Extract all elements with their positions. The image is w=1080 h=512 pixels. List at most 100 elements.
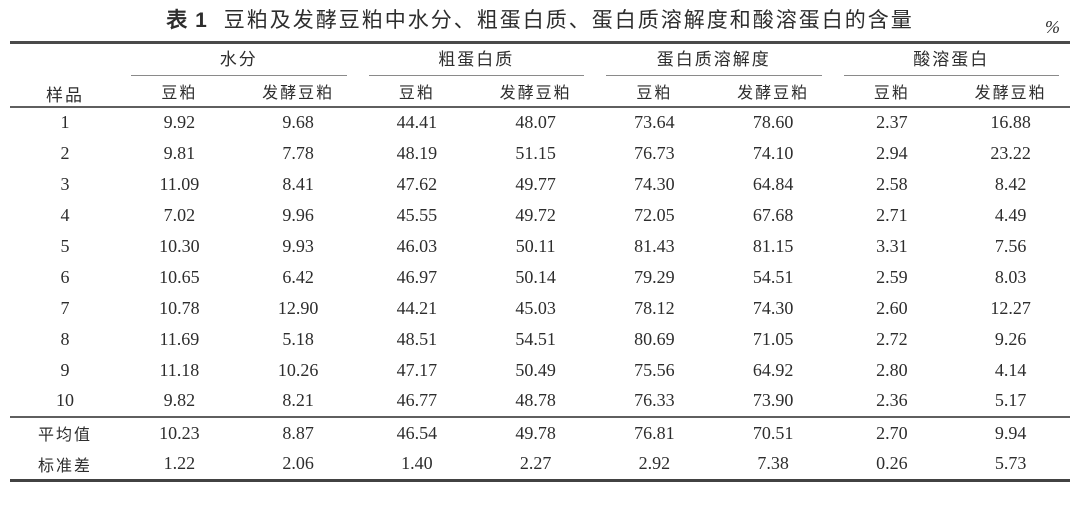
value-cell: 70.51 — [713, 415, 833, 449]
value-cell: 6.42 — [282, 266, 314, 287]
table-row: 4 7.02 9.96 45.55 49.72 72.05 67.68 2.71… — [10, 200, 1070, 231]
value-cell: 0.26 — [876, 453, 908, 474]
value-cell: 2.58 — [876, 173, 908, 194]
value-cell: 72.05 — [634, 204, 675, 225]
value-cell: 71.05 — [752, 328, 794, 349]
value-cell: 12.27 — [990, 297, 1031, 318]
value-cell: 48.19 — [396, 142, 438, 163]
value-cell: 8.87 — [238, 415, 358, 449]
subheader-fermented-soybean-meal: 发酵豆粕 — [238, 75, 358, 108]
value-cell: 11.69 — [159, 328, 200, 349]
value-cell: 46.77 — [396, 390, 438, 410]
sample-cell: 4 — [60, 204, 70, 225]
value-cell: 11.18 — [159, 359, 200, 380]
sample-cell: 10 — [56, 390, 74, 410]
table-row: 3 11.09 8.41 47.62 49.77 74.30 64.84 2.5… — [10, 169, 1070, 200]
value-cell: 7.38 — [757, 453, 789, 474]
value-cell: 47.62 — [396, 173, 438, 194]
value-cell: 64.92 — [752, 359, 794, 380]
value-cell: 46.97 — [396, 266, 438, 287]
value-cell: 44.21 — [396, 297, 438, 318]
value-cell: 2.27 — [519, 453, 552, 474]
data-table: 样品 水分 粗蛋白质 蛋白质溶解度 酸溶蛋白 豆粕 发酵豆粕 豆粕 发酵豆粕 豆… — [10, 41, 1070, 482]
table-caption-text: 豆粕及发酵豆粕中水分、粗蛋白质、蛋白质溶解度和酸溶蛋白的含量 — [223, 8, 914, 32]
value-cell: 48.07 — [515, 112, 556, 132]
value-cell: 5.18 — [282, 328, 314, 349]
value-cell: 10.30 — [159, 235, 200, 256]
value-cell: 2.71 — [876, 204, 908, 225]
value-cell: 81.15 — [752, 235, 794, 256]
value-cell: 64.84 — [752, 173, 794, 194]
subheader-soybean-meal: 豆粕 — [595, 75, 714, 108]
group-header-acid-soluble-protein: 酸溶蛋白 — [833, 43, 1071, 76]
value-cell: 49.72 — [515, 204, 556, 225]
group-header-protein-solubility-label: 蛋白质溶解度 — [606, 45, 822, 76]
table-row: 5 10.30 9.93 46.03 50.11 81.43 81.15 3.3… — [10, 231, 1070, 262]
group-header-acid-soluble-protein-label: 酸溶蛋白 — [843, 45, 1059, 76]
sample-cell: 标准差 — [37, 457, 92, 475]
sample-cell: 6 — [60, 266, 70, 287]
sample-cell: 5 — [60, 235, 70, 256]
value-cell: 74.30 — [634, 173, 675, 194]
value-cell: 5.73 — [994, 453, 1027, 474]
value-cell: 76.73 — [634, 142, 675, 163]
table-row: 2 9.81 7.78 48.19 51.15 76.73 74.10 2.94… — [10, 138, 1070, 169]
value-cell: 44.41 — [396, 112, 438, 132]
group-header-crude-protein-label: 粗蛋白质 — [368, 45, 584, 76]
value-cell: 10.23 — [120, 415, 239, 449]
value-cell: 2.36 — [876, 390, 908, 410]
sample-cell: 1 — [60, 112, 70, 132]
value-cell: 9.26 — [994, 328, 1027, 349]
value-cell: 1.40 — [401, 453, 433, 474]
value-cell: 8.42 — [994, 173, 1027, 194]
subheader-fermented-soybean-meal: 发酵豆粕 — [713, 75, 833, 108]
value-cell: 12.90 — [277, 297, 319, 318]
value-cell: 50.14 — [515, 266, 556, 287]
value-cell: 7.56 — [994, 235, 1027, 256]
value-cell: 48.78 — [515, 390, 556, 410]
value-cell: 2.70 — [832, 415, 952, 449]
value-cell: 2.80 — [876, 359, 908, 380]
value-cell: 9.96 — [282, 204, 314, 225]
value-cell: 9.93 — [282, 235, 314, 256]
subheader-fermented-soybean-meal: 发酵豆粕 — [951, 75, 1070, 108]
value-cell: 45.55 — [396, 204, 438, 225]
value-cell: 9.92 — [163, 112, 196, 132]
sample-cell: 3 — [60, 173, 70, 194]
subheader-soybean-meal: 豆粕 — [120, 75, 239, 108]
sample-cell: 9 — [60, 359, 70, 380]
subheader-fermented-soybean-meal: 发酵豆粕 — [476, 75, 595, 108]
value-cell: 49.77 — [515, 173, 556, 194]
value-cell: 9.94 — [951, 415, 1070, 449]
value-cell: 78.60 — [752, 112, 794, 132]
value-cell: 23.22 — [990, 142, 1031, 163]
group-header-crude-protein: 粗蛋白质 — [358, 43, 596, 76]
value-cell: 50.49 — [515, 359, 556, 380]
value-cell: 5.17 — [994, 390, 1027, 410]
sample-cell: 2 — [60, 142, 70, 163]
value-cell: 3.31 — [876, 235, 908, 256]
value-cell: 78.12 — [634, 297, 675, 318]
value-cell: 51.15 — [515, 142, 556, 163]
header-group-row: 样品 水分 粗蛋白质 蛋白质溶解度 酸溶蛋白 — [10, 42, 1071, 108]
table-row: 7 10.78 12.90 44.21 45.03 78.12 74.30 2.… — [10, 293, 1070, 324]
table-caption-label: 表 1 — [166, 9, 208, 32]
value-cell: 46.03 — [396, 235, 438, 256]
value-cell: 50.11 — [515, 235, 556, 256]
unit-label: % — [1045, 17, 1060, 37]
value-cell: 10.65 — [159, 266, 200, 287]
value-cell: 10.78 — [159, 297, 200, 318]
table-row: 6 10.65 6.42 46.97 50.14 79.29 54.51 2.5… — [10, 262, 1070, 293]
table-caption: 表 1 豆粕及发酵豆粕中水分、粗蛋白质、蛋白质溶解度和酸溶蛋白的含量 — [0, 0, 1080, 34]
value-cell: 8.03 — [994, 266, 1027, 287]
summary-row-mean: 平均值 10.23 8.87 46.54 49.78 76.81 70.51 2… — [10, 415, 1070, 449]
value-cell: 81.43 — [634, 235, 675, 256]
sample-column-header: 样品 — [10, 42, 120, 108]
header-sub-row: 豆粕 发酵豆粕 豆粕 发酵豆粕 豆粕 发酵豆粕 豆粕 发酵豆粕 — [10, 75, 1070, 108]
value-cell: 67.68 — [752, 204, 794, 225]
value-cell: 2.60 — [876, 297, 908, 318]
sample-cell: 7 — [60, 297, 70, 318]
value-cell: 48.51 — [396, 328, 438, 349]
value-cell: 80.69 — [634, 328, 675, 349]
